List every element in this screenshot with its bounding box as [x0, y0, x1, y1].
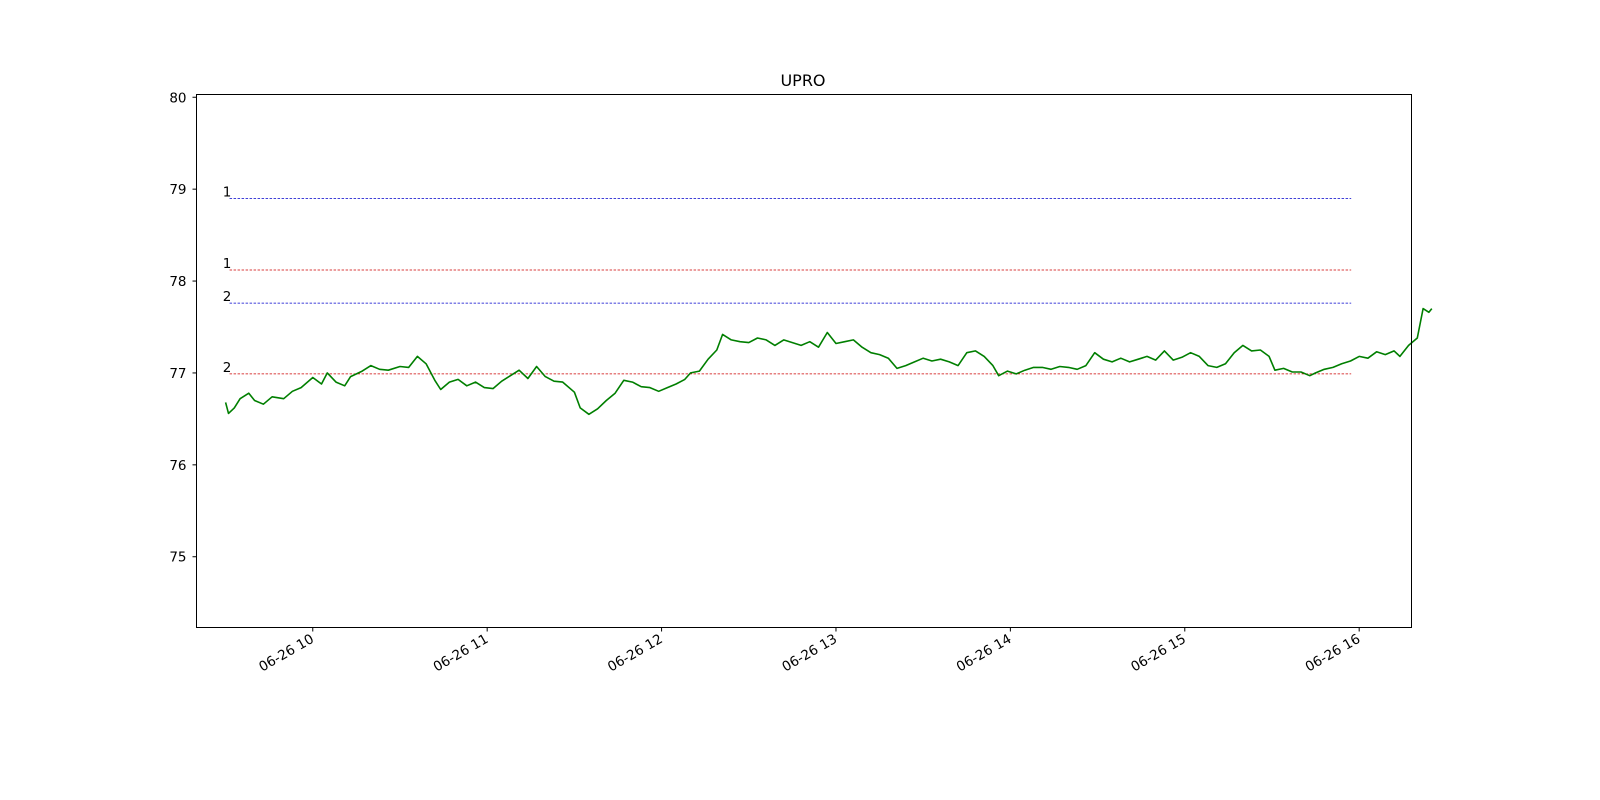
series-line-1 — [224, 307, 1433, 416]
y-tick-label-79: 79 — [169, 182, 186, 198]
level-label-1: 1 — [223, 184, 232, 200]
x-tick-label-3: 06-26 12 — [605, 631, 666, 675]
y-tick-label-78: 78 — [169, 274, 186, 290]
level-label-3: 2 — [223, 289, 232, 305]
y-tick-label-77: 77 — [169, 366, 186, 382]
x-tick-label-6: 06-26 15 — [1128, 631, 1189, 675]
plot-frame — [196, 94, 1412, 628]
x-tick-label-4: 06-26 13 — [779, 631, 840, 675]
x-tick-label-1: 06-26 10 — [256, 631, 317, 675]
y-tick-label-75: 75 — [169, 550, 186, 566]
y-tick-label-76: 76 — [169, 458, 186, 474]
price-series — [224, 307, 1433, 416]
y-axis-ticks: 75 76 77 78 79 80 — [169, 90, 197, 566]
chart-title: UPRO — [780, 71, 825, 90]
x-tick-label-5: 06-26 14 — [954, 631, 1015, 675]
level-label-2: 1 — [223, 256, 232, 272]
y-tick-label-80: 80 — [169, 90, 186, 106]
x-tick-label-2: 06-26 11 — [431, 631, 492, 675]
level-lines: 1 1 2 2 — [223, 184, 1352, 376]
x-tick-label-7: 06-26 16 — [1303, 631, 1364, 675]
level-label-4: 2 — [223, 360, 232, 376]
x-axis-ticks: 06-26 10 06-26 11 06-26 12 06-26 13 06-26 14… — [256, 627, 1364, 675]
